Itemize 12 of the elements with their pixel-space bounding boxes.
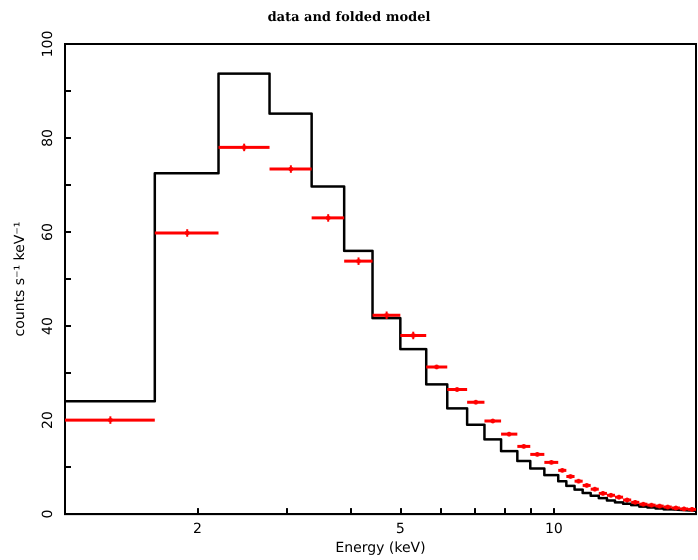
chart-title: data and folded model xyxy=(268,10,430,25)
x-tick-label: 5 xyxy=(396,521,405,538)
x-tick-label: 10 xyxy=(544,521,563,538)
x-axis-title: Energy (keV) xyxy=(335,540,426,556)
y-tick-label: 20 xyxy=(40,411,56,429)
x-tick-label: 2 xyxy=(192,521,202,538)
y-tick-label: 40 xyxy=(40,317,56,335)
y-tick-label: 60 xyxy=(40,223,56,241)
y-tick-label: 80 xyxy=(40,129,56,147)
y-axis-title: counts s⁻¹ keV⁻¹ xyxy=(12,222,28,336)
y-tick-label: 100 xyxy=(40,30,56,58)
y-tick-label: 0 xyxy=(40,510,56,519)
